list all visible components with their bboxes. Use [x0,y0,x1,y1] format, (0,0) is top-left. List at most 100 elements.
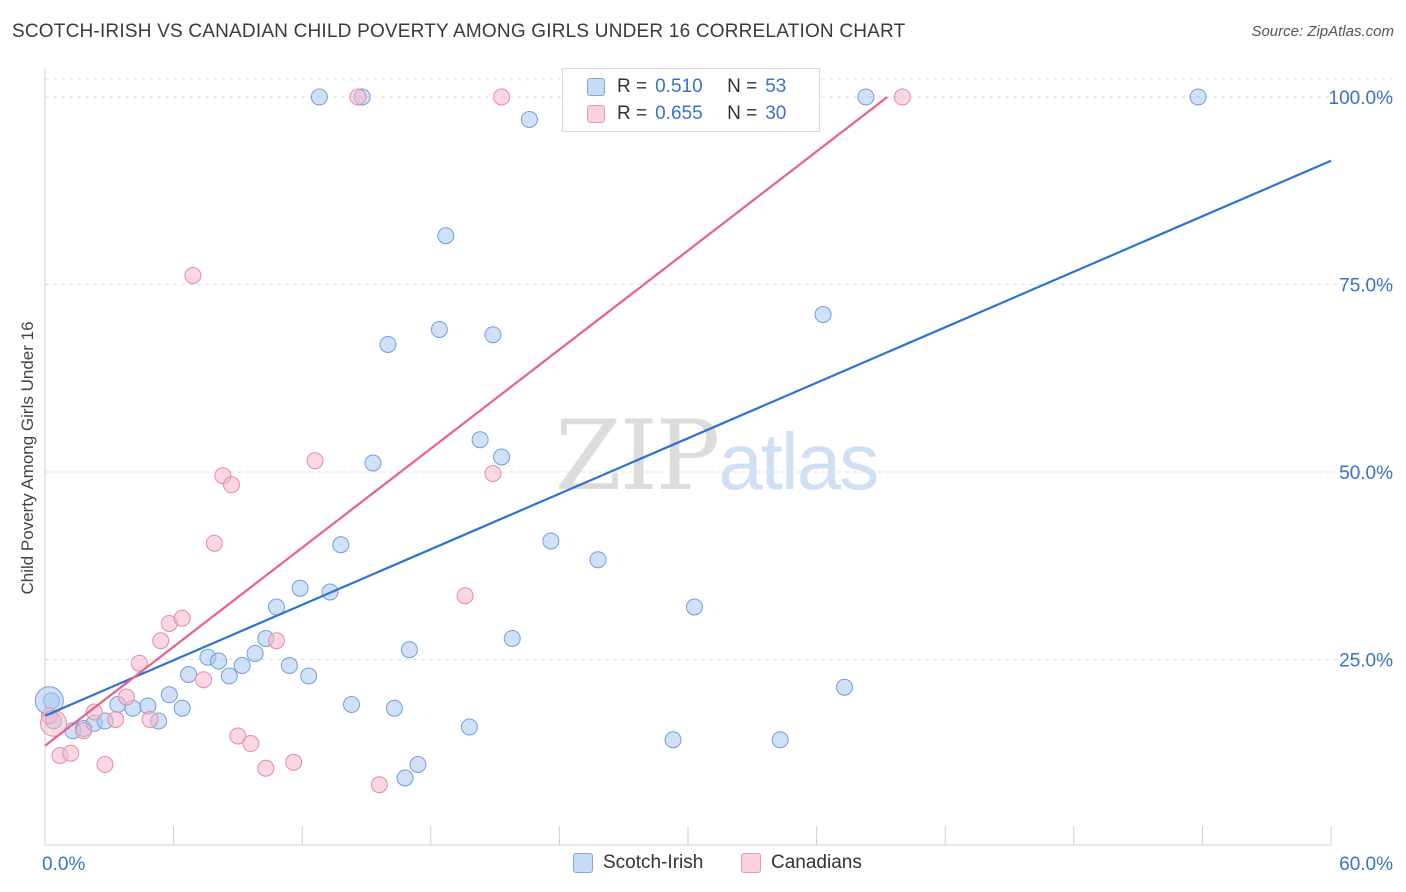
data-point [484,465,502,482]
data-point [370,776,388,794]
data-point [117,688,135,706]
data-point [456,587,474,605]
data-point [291,579,309,597]
data-point [493,448,511,466]
data-point [267,632,285,650]
data-point [493,88,511,106]
correlation-legend: R = 0.510 N = 53 R = 0.655 N = 30 [562,68,820,132]
r-value: 0.510 [655,76,703,97]
legend-item-canadians[interactable]: Canadians [741,852,862,874]
data-point [233,657,251,674]
data-point [835,678,853,696]
data-point [195,671,213,689]
r-value: 0.655 [655,103,703,124]
tick-labels: 25.0% 50.0% 75.0% 100.0% 0.0% 60.0% [42,88,1393,875]
n-label: N = [727,76,758,97]
data-point [280,657,298,674]
legend-swatch-scotch-irish [587,78,605,96]
data-point [130,654,148,672]
trend-lines [44,96,1332,747]
y-tick-label: 25.0% [1339,651,1393,672]
data-point [300,667,318,685]
series-canadians [40,88,911,794]
data-point [152,632,170,650]
data-point [310,88,328,106]
y-tick-label: 50.0% [1339,463,1393,484]
data-point [685,598,703,616]
data-point [520,111,538,128]
legend-label: Scotch-Irish [603,852,704,873]
data-point [222,476,240,494]
data-point [306,452,324,470]
legend-row-canadians: R = 0.655 N = 30 [587,101,786,127]
data-point [210,652,228,670]
r-label: R = [617,103,648,124]
n-value: 30 [765,103,787,124]
n-label: N = [727,103,758,124]
y-tick-label: 100.0% [1329,88,1394,109]
legend-swatch-canadians [587,105,605,123]
data-point [460,718,478,736]
data-points [34,88,1207,794]
grid-lines [45,78,1395,660]
legend-item-scotch-irish[interactable]: Scotch-Irish [573,852,703,874]
data-point [664,731,682,749]
data-point [542,532,560,550]
chart-title: SCOTCH-IRISH VS CANADIAN CHILD POVERTY A… [12,21,906,42]
data-point [409,756,427,773]
data-point [379,336,397,353]
data-point [107,711,125,728]
x-tick-label: 60.0% [1339,854,1393,875]
data-point [257,759,275,777]
data-point [771,731,789,749]
data-point [285,753,303,771]
data-point [400,641,418,659]
data-point [857,88,875,106]
legend-label: Canadians [771,852,862,873]
data-point [396,769,414,787]
data-point [814,306,832,323]
legend-row-scotch-irish: R = 0.510 N = 53 [587,74,786,100]
trend-line-scotch-irish [44,159,1332,717]
data-point [205,534,223,552]
data-point [430,321,448,338]
data-point [180,666,198,683]
n-value: 53 [765,76,787,97]
data-point [471,431,489,449]
source-label: Source: ZipAtlas.com [1251,23,1394,40]
data-point [242,735,260,752]
series-legend: Scotch-Irish Canadians [0,852,1406,876]
data-point [332,536,350,554]
data-point [184,267,202,284]
legend-swatch-canadians [741,853,761,873]
data-point [893,88,911,106]
series-scotch-irish [42,88,1207,787]
data-point [589,551,607,569]
data-point [437,227,455,245]
data-point [229,727,247,745]
data-point [75,722,93,740]
data-point [385,699,403,717]
data-point [96,756,114,773]
data-point [503,630,521,647]
legend-swatch-scotch-irish [573,853,593,873]
data-point [85,703,103,721]
data-point [173,699,191,717]
data-point [342,696,360,713]
y-tick-label: 75.0% [1339,276,1393,297]
data-point [173,609,191,627]
data-point [364,454,382,472]
data-point [62,744,80,762]
data-point [1189,88,1207,106]
data-point [349,88,367,106]
x-tick-label: 0.0% [42,854,85,875]
data-point [141,711,159,728]
y-axis-label: Child Poverty Among Girls Under 16 [18,321,37,595]
data-point [220,667,238,685]
trend-line-canadians [44,96,889,747]
data-point [484,326,502,344]
r-label: R = [617,76,648,97]
data-point-cluster [40,709,68,737]
data-point [246,645,264,662]
data-point [160,686,178,704]
